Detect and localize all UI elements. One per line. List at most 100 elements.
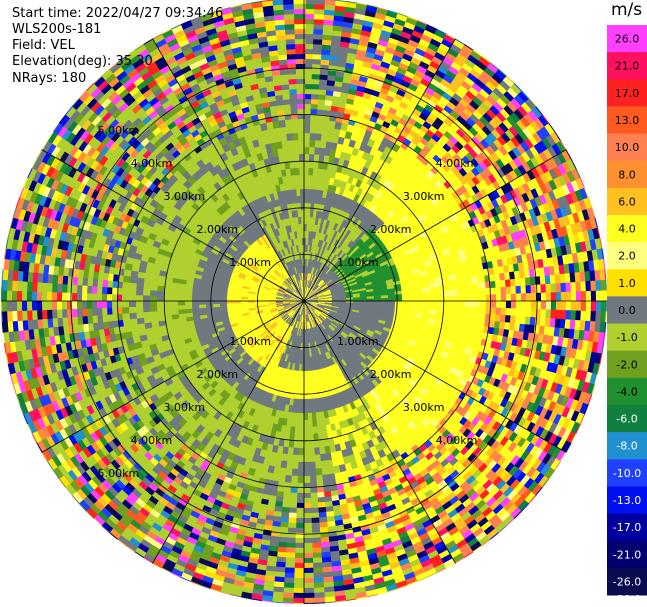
velocity-cell bbox=[320, 133, 329, 142]
velocity-cell bbox=[334, 200, 341, 210]
velocity-cell bbox=[295, 517, 304, 524]
velocity-cell bbox=[308, 447, 315, 456]
velocity-cell bbox=[324, 104, 333, 111]
velocity-cell bbox=[343, 16, 356, 24]
velocity-cell bbox=[321, 126, 330, 135]
velocity-cell bbox=[335, 0, 348, 8]
velocity-cell bbox=[306, 272, 310, 281]
velocity-cell bbox=[338, 101, 348, 109]
velocity-cell bbox=[379, 34, 392, 43]
velocity-cell bbox=[316, 261, 321, 269]
velocity-cell bbox=[315, 238, 320, 247]
velocity-cell bbox=[310, 103, 319, 110]
velocity-cell bbox=[306, 287, 310, 295]
velocity-cell bbox=[319, 232, 324, 241]
velocity-cell bbox=[321, 39, 333, 46]
velocity-cell bbox=[328, 59, 339, 67]
velocity-cell bbox=[304, 132, 311, 141]
velocity-cell bbox=[305, 287, 309, 295]
velocity-cell bbox=[565, 301, 572, 312]
velocity-cell bbox=[317, 253, 322, 262]
velocity-cell bbox=[332, 192, 340, 202]
velocity-cell bbox=[317, 217, 322, 226]
velocity-cell bbox=[293, 562, 304, 569]
velocity-cell bbox=[317, 261, 322, 270]
velocity-cell bbox=[304, 188, 309, 197]
velocity-cell bbox=[304, 33, 315, 40]
velocity-cell bbox=[347, 175, 355, 185]
velocity-cell bbox=[308, 280, 312, 288]
velocity-cell bbox=[304, 230, 307, 239]
velocity-cell bbox=[309, 146, 316, 155]
velocity-cell bbox=[305, 265, 307, 274]
velocity-cell bbox=[317, 104, 326, 111]
velocity-cell bbox=[311, 557, 323, 564]
velocity-cell bbox=[333, 20, 345, 27]
velocity-cell bbox=[335, 0, 348, 3]
velocity-cell bbox=[304, 258, 306, 266]
velocity-cell bbox=[540, 284, 547, 294]
velocity-cell bbox=[318, 254, 323, 263]
velocity-cell bbox=[332, 215, 339, 224]
velocity-cell bbox=[341, 117, 351, 125]
velocity-cell bbox=[386, 41, 399, 51]
velocity-cell bbox=[510, 301, 517, 310]
velocity-cell bbox=[330, 110, 339, 117]
velocity-cell bbox=[321, 240, 326, 249]
velocity-cell bbox=[292, 582, 304, 589]
velocity-cell bbox=[305, 279, 308, 288]
velocity-cell bbox=[369, 31, 382, 40]
velocity-cell bbox=[340, 180, 348, 190]
velocity-cell bbox=[312, 43, 324, 50]
velocity-cell bbox=[385, 73, 396, 82]
velocity-cell bbox=[304, 108, 312, 115]
velocity-cell bbox=[294, 527, 304, 534]
velocity-cell bbox=[331, 35, 343, 42]
velocity-cell bbox=[326, 205, 332, 214]
velocity-cell bbox=[304, 8, 316, 15]
velocity-cell bbox=[317, 161, 325, 170]
velocity-cell bbox=[326, 134, 335, 143]
velocity-cell bbox=[313, 13, 326, 20]
velocity-cell bbox=[500, 301, 507, 310]
velocity-cell bbox=[305, 272, 308, 281]
velocity-cell bbox=[314, 8, 326, 15]
velocity-cell bbox=[304, 38, 315, 45]
velocity-cell bbox=[322, 248, 328, 257]
velocity-cell bbox=[320, 247, 326, 256]
velocity-cell bbox=[311, 88, 320, 95]
velocity-cell bbox=[490, 287, 497, 296]
velocity-cell bbox=[318, 225, 324, 234]
velocity-cell bbox=[304, 167, 310, 176]
velocity-cell bbox=[318, 89, 328, 96]
velocity-cell bbox=[391, 54, 404, 64]
velocity-cell bbox=[325, 141, 333, 150]
velocity-cell bbox=[338, 209, 345, 219]
velocity-cell bbox=[316, 224, 321, 233]
velocity-cell bbox=[304, 251, 306, 259]
velocity-cell bbox=[333, 85, 343, 93]
velocity-cell bbox=[315, 125, 324, 134]
velocity-cell bbox=[515, 285, 522, 295]
velocity-cell bbox=[397, 40, 410, 50]
velocity-cell bbox=[378, 65, 390, 74]
velocity-cell bbox=[319, 255, 325, 263]
velocity-cell bbox=[337, 60, 348, 68]
velocity-cell bbox=[304, 139, 311, 148]
velocity-cell bbox=[314, 139, 322, 148]
velocity-cell bbox=[310, 507, 319, 514]
velocity-cell bbox=[321, 233, 327, 242]
velocity-cell bbox=[332, 25, 345, 32]
velocity-cell bbox=[314, 245, 318, 254]
velocity-cell bbox=[304, 153, 310, 162]
velocity-cell bbox=[339, 46, 350, 54]
velocity-cell bbox=[310, 118, 318, 127]
velocity-cell bbox=[373, 53, 385, 62]
velocity-cell bbox=[383, 51, 396, 60]
velocity-cell bbox=[346, 190, 354, 199]
velocity-cell bbox=[304, 73, 314, 80]
velocity-cell bbox=[314, 253, 318, 261]
velocity-cell bbox=[317, 246, 322, 255]
velocity-cell bbox=[320, 225, 326, 234]
velocity-cell bbox=[292, 572, 304, 579]
